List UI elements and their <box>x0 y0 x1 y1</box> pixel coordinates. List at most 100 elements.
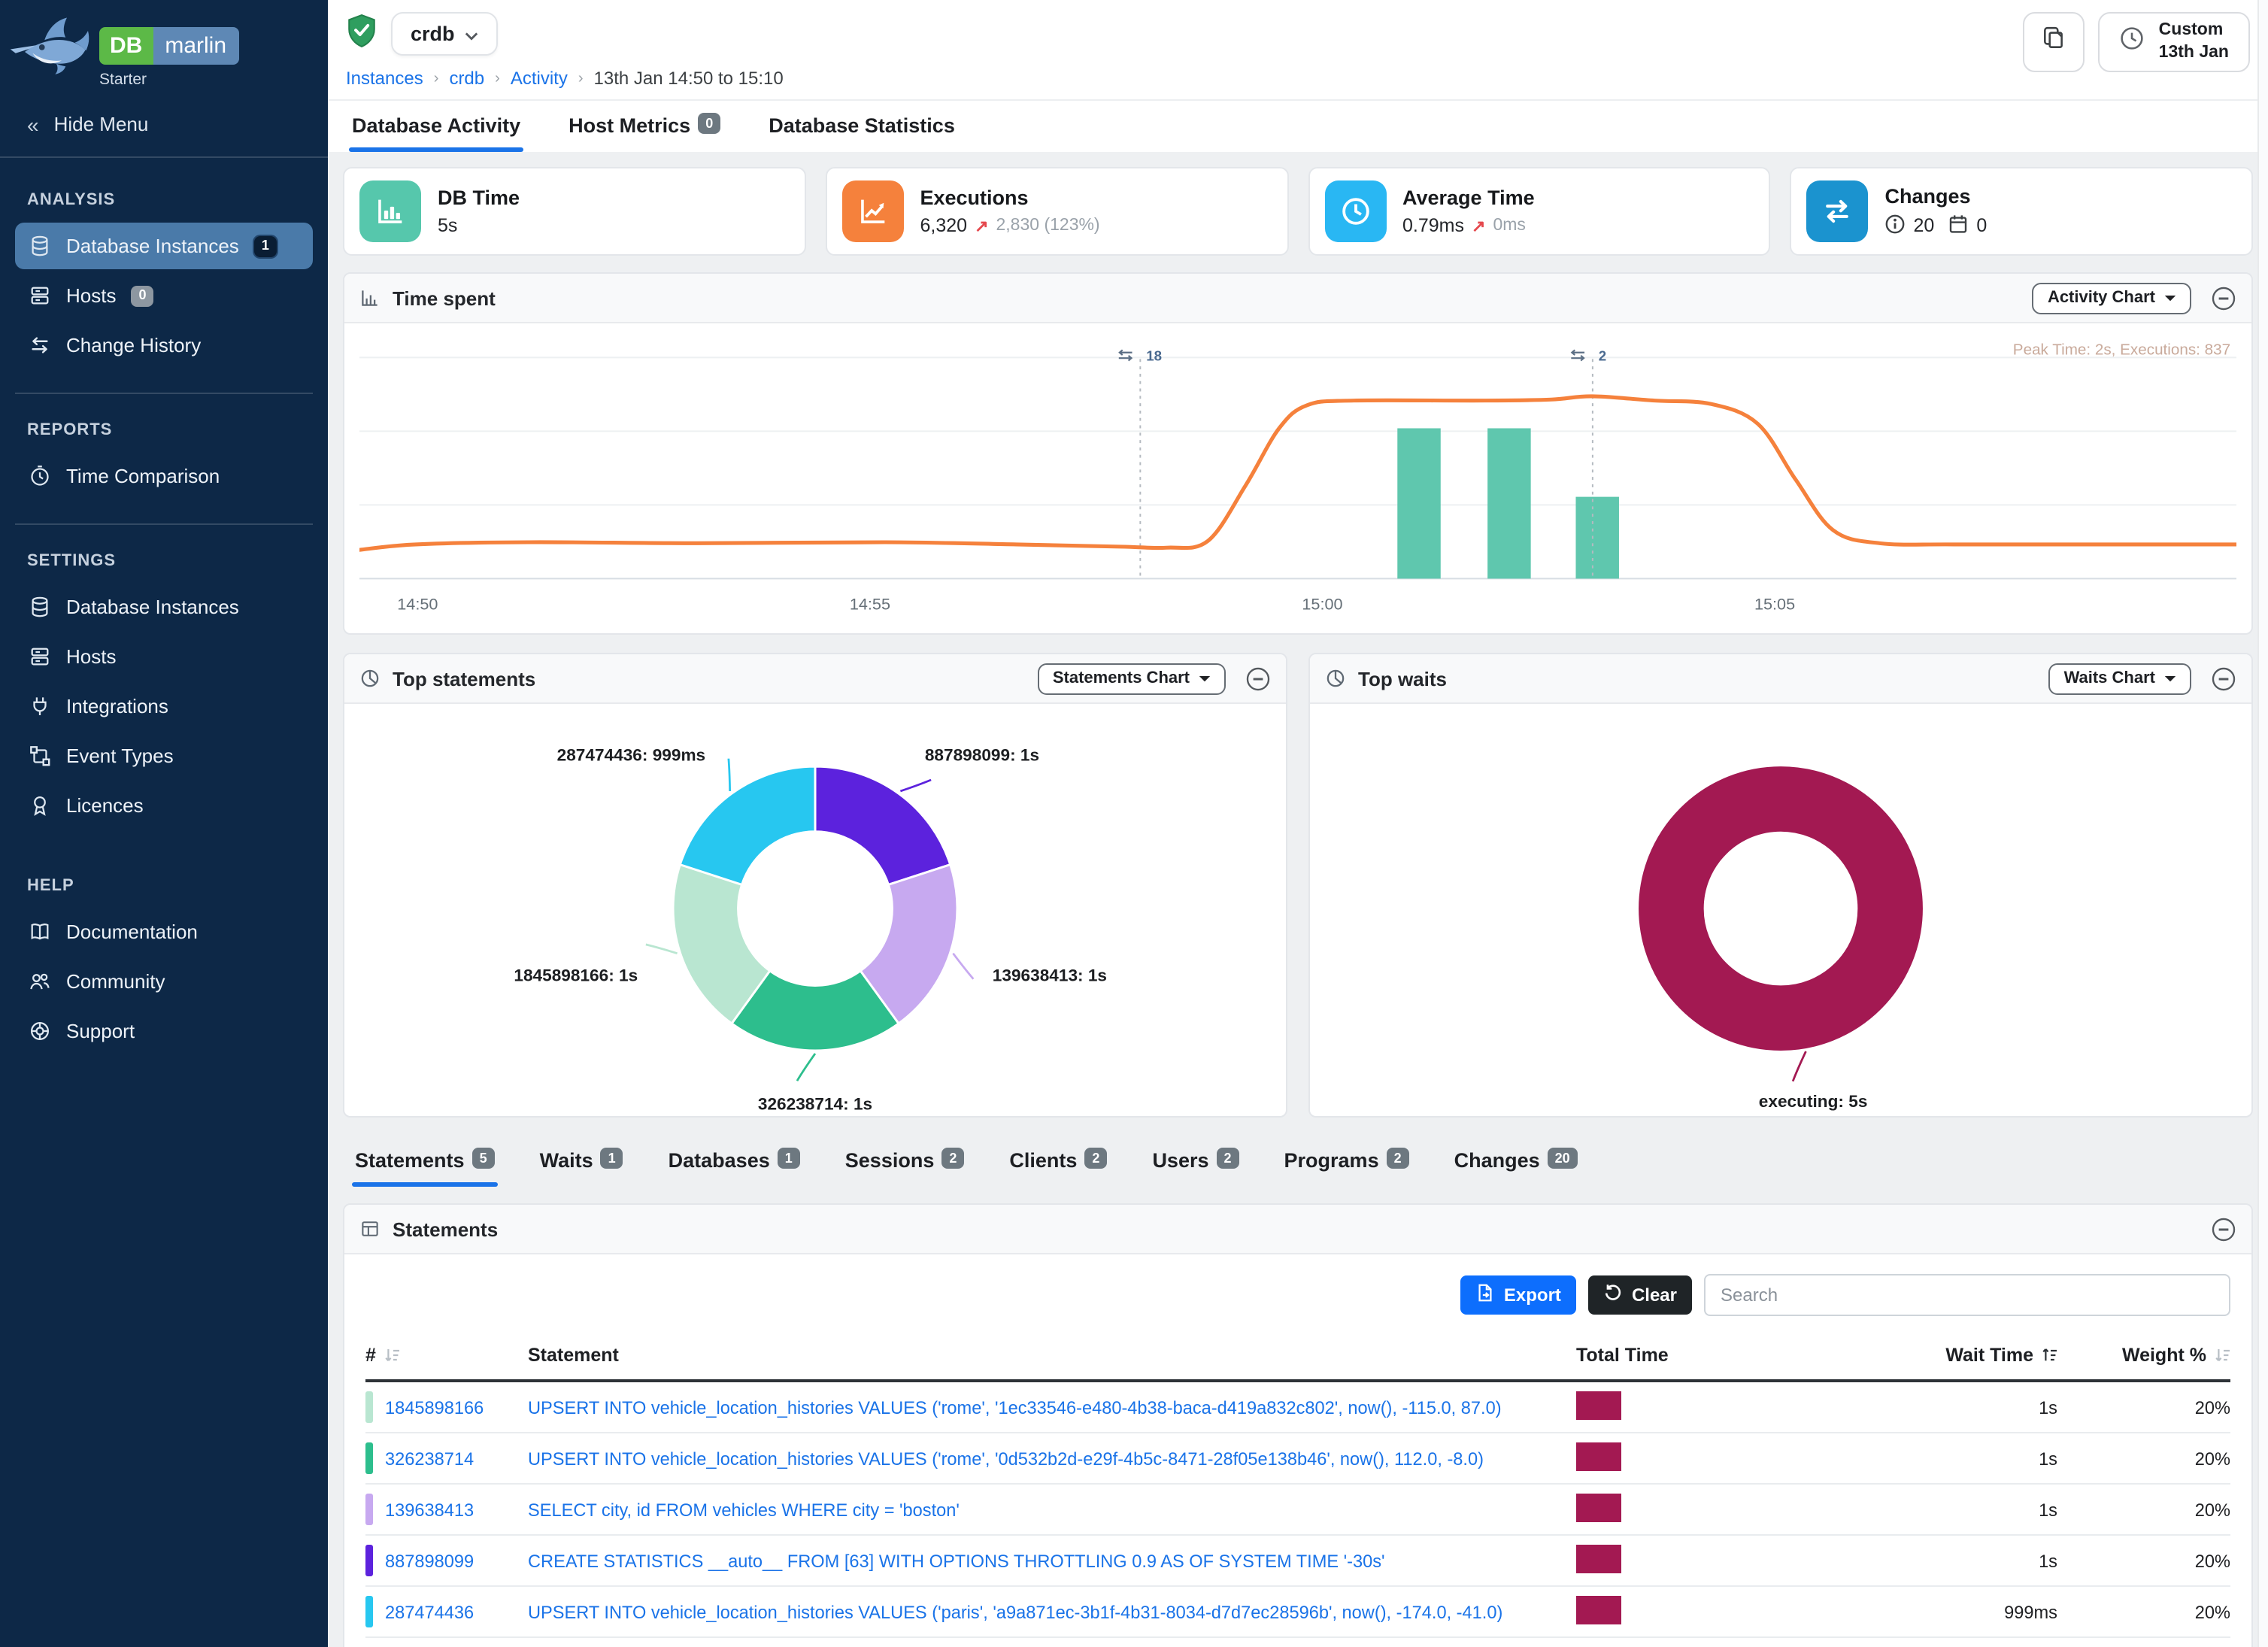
sidebar-item-label: Documentation <box>66 921 198 943</box>
clear-button[interactable]: Clear <box>1587 1275 1692 1315</box>
statement-id-link[interactable]: 326238714 <box>385 1448 475 1469</box>
statement-color-chip <box>365 1494 373 1525</box>
sidebar-item-change-history[interactable]: Change History <box>15 322 313 369</box>
donut-slice-887898099[interactable] <box>814 765 952 887</box>
detail-tab-waits[interactable]: Waits 1 <box>537 1136 626 1187</box>
export-icon <box>1475 1283 1495 1307</box>
detail-tab-programs[interactable]: Programs 2 <box>1281 1136 1412 1187</box>
executions-bar[interactable] <box>1487 428 1531 579</box>
column-header-statement[interactable]: Statement <box>528 1345 1576 1366</box>
tab-badge: 1 <box>600 1148 623 1169</box>
statement-id-link[interactable]: 887898099 <box>385 1550 475 1571</box>
sort-icon[interactable] <box>2041 1346 2057 1364</box>
detail-tab-sessions[interactable]: Sessions 2 <box>842 1136 968 1187</box>
metric-card-changes[interactable]: Changes 20 0 <box>1790 167 2253 256</box>
executions-bar[interactable] <box>1397 428 1441 579</box>
statement-text-link[interactable]: CREATE STATISTICS __auto__ FROM [63] WIT… <box>528 1550 1385 1571</box>
statement-id-link[interactable]: 1845898166 <box>385 1397 484 1418</box>
statements-chart-select[interactable]: Statements Chart <box>1037 663 1226 694</box>
tab-database-statistics[interactable]: Database Statistics <box>766 101 958 152</box>
donut-slice-139638413[interactable] <box>859 863 959 1026</box>
sort-icon[interactable] <box>384 1346 400 1364</box>
tab-label: Clients <box>1009 1149 1078 1172</box>
time-spent-chart[interactable]: 18 2 14:50 14:55 15:00 15:05 Peak Time: 2s, Ex… <box>344 323 2251 633</box>
column-header-wait-time[interactable]: Wait Time <box>1802 1345 2057 1366</box>
clear-label: Clear <box>1631 1285 1677 1306</box>
metric-card-db-time[interactable]: DB Time 5s <box>343 167 806 256</box>
column-header-weight-[interactable]: Weight % <box>2057 1345 2230 1366</box>
breadcrumb-link-activity[interactable]: Activity <box>510 68 568 89</box>
time-range-button[interactable]: Custom 13th Jan <box>2098 12 2250 72</box>
caret-down-icon <box>2164 295 2176 301</box>
sidebar-nav: ANALYSIS Database Instances 1 Hosts 0 Change … <box>0 158 328 1647</box>
app-logo[interactable]: DB marlin Starter <box>0 0 328 95</box>
sidebar-item-event-types[interactable]: Event Types <box>15 733 313 779</box>
event-icon <box>29 745 51 767</box>
waits-donut-chart[interactable]: executing: 5s <box>1310 704 2251 1116</box>
detail-tab-clients[interactable]: Clients 2 <box>1006 1136 1110 1187</box>
sidebar-item-database-instances[interactable]: Database Instances 1 <box>15 223 313 269</box>
statement-text-link[interactable]: UPSERT INTO vehicle_location_histories V… <box>528 1397 1502 1418</box>
table-row: 287474436 UPSERT INTO vehicle_location_hi… <box>365 1587 2230 1638</box>
sidebar-item-hosts[interactable]: Hosts <box>15 633 313 680</box>
sort-icon[interactable] <box>2214 1346 2230 1364</box>
collapse-panel-button[interactable] <box>2211 285 2236 311</box>
brand-wordmark: DB marlin <box>99 27 239 65</box>
detail-tab-changes[interactable]: Changes 20 <box>1451 1136 1581 1187</box>
sidebar-item-community[interactable]: Community <box>15 958 313 1005</box>
column-header-total-time[interactable]: Total Time <box>1576 1345 1802 1366</box>
statement-id-link[interactable]: 139638413 <box>385 1499 475 1520</box>
detail-tab-users[interactable]: Users 2 <box>1149 1136 1242 1187</box>
sidebar-item-hosts[interactable]: Hosts 0 <box>15 272 313 319</box>
bar-chart-icon <box>359 287 381 308</box>
sidebar-item-database-instances[interactable]: Database Instances <box>15 584 313 630</box>
collapse-panel-button[interactable] <box>2211 1216 2236 1242</box>
sidebar-section-settings: SETTINGS Database Instances Hosts Integrati… <box>15 523 313 829</box>
detail-tab-databases[interactable]: Databases 1 <box>666 1136 803 1187</box>
donut-slice-executing[interactable] <box>1639 766 1923 1051</box>
x-axis-label: 14:55 <box>850 595 890 614</box>
column-header--[interactable]: # <box>365 1345 528 1366</box>
shield-check-icon <box>346 13 377 55</box>
sidebar-item-time-comparison[interactable]: Time Comparison <box>15 453 313 499</box>
sidebar-item-label: Change History <box>66 334 202 356</box>
chart-select-label: Statements Chart <box>1052 669 1190 687</box>
search-input[interactable] <box>1704 1274 2230 1316</box>
metric-card-average-time[interactable]: Average Time 0.79ms ↗ 0ms <box>1308 167 1771 256</box>
detail-tab-statements[interactable]: Statements 5 <box>352 1136 498 1187</box>
donut-callout-line <box>727 758 732 792</box>
breadcrumb-link-crdb[interactable]: crdb <box>449 68 485 89</box>
donut-slice-326238714[interactable] <box>729 969 901 1052</box>
weight-value: 20% <box>2194 1499 2230 1520</box>
statements-donut-chart[interactable]: 887898099: 1s 139638413: 1s 326238714: 1s 1… <box>344 704 1286 1116</box>
statement-text-link[interactable]: SELECT city, id FROM vehicles WHERE city… <box>528 1499 960 1520</box>
sidebar-item-label: Database Instances <box>66 596 239 618</box>
executions-bar[interactable] <box>1575 496 1619 579</box>
undo-icon <box>1603 1283 1623 1307</box>
metric-card-executions[interactable]: Executions 6,320 ↗ 2,830 (123%) <box>825 167 1288 256</box>
hide-menu-button[interactable]: « Hide Menu <box>0 95 328 158</box>
collapse-panel-button[interactable] <box>1245 666 1271 691</box>
tab-label: Sessions <box>844 1149 935 1172</box>
caret-down-icon <box>2164 675 2176 681</box>
collapse-panel-button[interactable] <box>2211 666 2236 691</box>
statement-id-link[interactable]: 287474436 <box>385 1601 475 1622</box>
tab-database-activity[interactable]: Database Activity <box>349 101 524 152</box>
breadcrumb-link-instances[interactable]: Instances <box>346 68 423 89</box>
donut-slice-287474436[interactable] <box>678 765 817 887</box>
copy-link-button[interactable] <box>2023 12 2085 72</box>
instance-selector-button[interactable]: crdb <box>391 12 499 56</box>
wait-time-value: 999ms <box>2004 1601 2057 1622</box>
activity-chart-select[interactable]: Activity Chart <box>2032 282 2191 314</box>
donut-slice-1845898166[interactable] <box>672 863 772 1026</box>
scrollbar[interactable] <box>2257 0 2268 1647</box>
sidebar-item-documentation[interactable]: Documentation <box>15 908 313 955</box>
export-button[interactable]: Export <box>1460 1275 1576 1315</box>
sidebar-item-support[interactable]: Support <box>15 1008 313 1054</box>
sidebar-item-integrations[interactable]: Integrations <box>15 683 313 729</box>
tab-host-metrics[interactable]: Host Metrics 0 <box>565 101 723 152</box>
statement-text-link[interactable]: UPSERT INTO vehicle_location_histories V… <box>528 1601 1503 1622</box>
waits-chart-select[interactable]: Waits Chart <box>2048 663 2191 694</box>
sidebar-item-licences[interactable]: Licences <box>15 782 313 829</box>
statement-text-link[interactable]: UPSERT INTO vehicle_location_histories V… <box>528 1448 1484 1469</box>
